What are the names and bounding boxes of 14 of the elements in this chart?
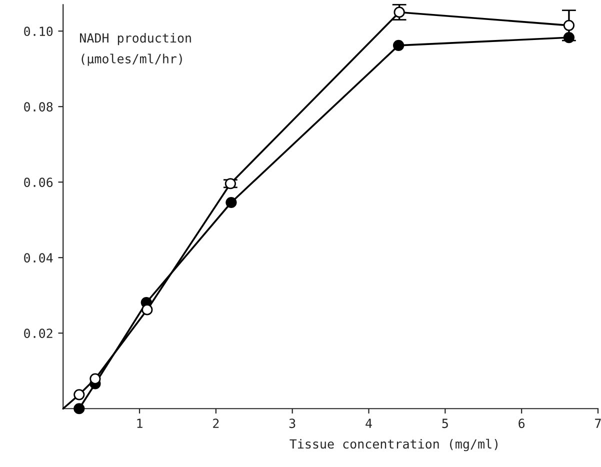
y-axis-title: NADH production (μmoles/ml/hr) [80, 33, 191, 66]
x-axis-title: Tissue concentration (mg/ml) [290, 438, 498, 452]
x-tick-label: 6 [518, 418, 525, 428]
x-tick-label: 7 [595, 418, 601, 428]
x-tick-label: 3 [289, 418, 296, 428]
y-tick-label: 0.10 [24, 26, 53, 36]
y-tick-label: 0.02 [24, 328, 52, 338]
y-tick-label: 0.06 [24, 178, 53, 188]
x-tick-label: 5 [442, 418, 448, 428]
y-tick-label: 0.04 [24, 253, 53, 263]
x-tick-label: 4 [366, 418, 372, 428]
x-tick-label: 2 [213, 418, 219, 428]
y-tick-label: 0.08 [24, 102, 53, 112]
x-tick-label: 1 [137, 418, 142, 428]
